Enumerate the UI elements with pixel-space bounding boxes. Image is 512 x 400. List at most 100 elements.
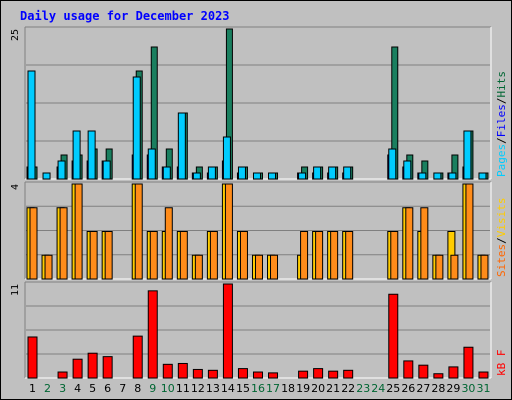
bar-kb-f-day-20: [313, 368, 324, 379]
legend-entry: kB F: [495, 350, 508, 377]
bar-kb-f-day-8: [132, 335, 143, 379]
x-axis-day-label: 6: [104, 382, 111, 395]
bar-sites-day-14: [224, 183, 233, 280]
x-axis-day-label: 5: [89, 382, 96, 395]
bar-pages-day-27: [418, 172, 427, 180]
bar-kb-f-day-25: [388, 293, 399, 379]
bar-sites-day-31: [480, 254, 489, 280]
bar-sites-day-9: [149, 231, 158, 280]
bar-pages-day-9: [147, 148, 156, 180]
bar-sites-day-4: [74, 183, 83, 280]
x-axis-day-label: 10: [161, 382, 175, 395]
bar-kb-f-day-4: [72, 358, 83, 379]
bar-pages-day-17: [268, 172, 277, 180]
bar-pages-day-11: [177, 112, 186, 180]
bar-pages-day-21: [328, 166, 337, 180]
bar-kb-f-day-6: [102, 356, 113, 379]
bar-kb-f-day-31: [478, 371, 489, 379]
bar-sites-day-22: [345, 231, 354, 280]
bar-pages-day-15: [237, 166, 246, 180]
bar-pages-day-3: [57, 160, 66, 180]
bar-kb-f-day-10: [162, 363, 173, 379]
bar-pages-day-8: [132, 76, 141, 180]
bar-sites-day-10: [164, 207, 173, 280]
x-axis-day-label: 17: [266, 382, 280, 395]
bar-sites-day-28: [435, 254, 444, 280]
bar-pages-day-25: [388, 148, 397, 180]
legend-entry: Sites: [495, 244, 508, 277]
bar-sites-day-2: [44, 254, 53, 280]
bar-sites-day-19: [300, 231, 309, 280]
x-axis-day-label: 2: [44, 382, 51, 395]
x-axis-day-label: 13: [206, 382, 220, 395]
legend-entry: Hits: [495, 71, 508, 98]
x-axis-day-label: 25: [386, 382, 400, 395]
x-axis-day-label: 8: [134, 382, 141, 395]
bar-pages-day-20: [313, 166, 322, 180]
bar-pages-day-6: [102, 160, 111, 180]
bar-sites-day-21: [330, 231, 339, 280]
y-axis-max-label: 11: [10, 284, 21, 296]
x-axis-day-label: 15: [236, 382, 250, 395]
bar-pages-day-22: [343, 166, 352, 180]
bar-sites-day-15: [239, 231, 248, 280]
bar-pages-day-2: [42, 172, 51, 180]
bar-kb-f-day-21: [328, 370, 339, 379]
bar-sites-day-29: [450, 254, 459, 280]
x-axis-day-label: 7: [119, 382, 126, 395]
x-axis-day-label: 3: [59, 382, 66, 395]
bar-sites-day-6: [104, 231, 113, 280]
bar-kb-f-day-11: [177, 362, 188, 379]
bar-sites-day-11: [179, 231, 188, 280]
bar-pages-day-28: [433, 172, 442, 180]
bar-pages-day-19: [298, 172, 307, 180]
bar-sites-day-5: [89, 231, 98, 280]
legend-entry: /: [495, 137, 508, 144]
x-axis-day-label: 24: [371, 382, 385, 395]
bar-kb-f-day-16: [252, 371, 263, 379]
bar-kb-f-day-13: [207, 369, 218, 379]
x-axis-day-label: 4: [74, 382, 81, 395]
x-axis-day-label: 12: [191, 382, 205, 395]
bar-kb-f-day-14: [222, 283, 233, 379]
bar-kb-f-day-15: [237, 368, 248, 379]
bar-pages-day-29: [448, 172, 457, 180]
bar-sites-day-26: [405, 207, 414, 280]
bar-kb-f-day-28: [433, 373, 444, 379]
chart-title: Daily usage for December 2023: [20, 9, 230, 23]
x-axis-day-label: 20: [311, 382, 325, 395]
x-axis-day-label: 31: [476, 382, 490, 395]
bar-pages-day-12: [192, 172, 201, 180]
x-axis-day-label: 21: [326, 382, 340, 395]
bar-sites-day-16: [254, 254, 263, 280]
bar-kb-f-day-30: [463, 346, 474, 379]
bar-kb-f-day-19: [298, 370, 309, 379]
bar-pages-day-16: [252, 172, 261, 180]
bar-sites-day-13: [209, 231, 218, 280]
legend-hits-files-pages: Pages/Files/Hits: [495, 71, 508, 177]
bar-sites-day-17: [270, 254, 279, 280]
x-axis-day-label: 16: [251, 382, 265, 395]
bar-pages-day-26: [403, 160, 412, 180]
bar-sites-day-1: [29, 207, 38, 280]
legend-entry: Pages: [495, 144, 508, 177]
bar-pages-day-13: [207, 166, 216, 180]
bar-sites-day-27: [420, 207, 429, 280]
x-axis-day-label: 18: [281, 382, 295, 395]
x-axis-day-label: 22: [341, 382, 355, 395]
bar-pages-day-30: [463, 130, 472, 180]
bar-kb-f-day-5: [87, 352, 98, 379]
y-axis-max-label: 25: [10, 29, 21, 41]
x-axis-day-label: 23: [356, 382, 370, 395]
x-axis-day-label: 30: [461, 382, 475, 395]
bar-kb-f-day-12: [192, 368, 203, 379]
x-axis-day-label: 26: [401, 382, 415, 395]
x-axis-day-label: 11: [176, 382, 190, 395]
bar-kb-f-day-17: [268, 372, 279, 379]
bar-pages-day-5: [87, 130, 96, 180]
x-axis-day-label: 27: [416, 382, 430, 395]
bar-kb-f-day-1: [27, 336, 38, 379]
x-axis-day-label: 14: [221, 382, 235, 395]
